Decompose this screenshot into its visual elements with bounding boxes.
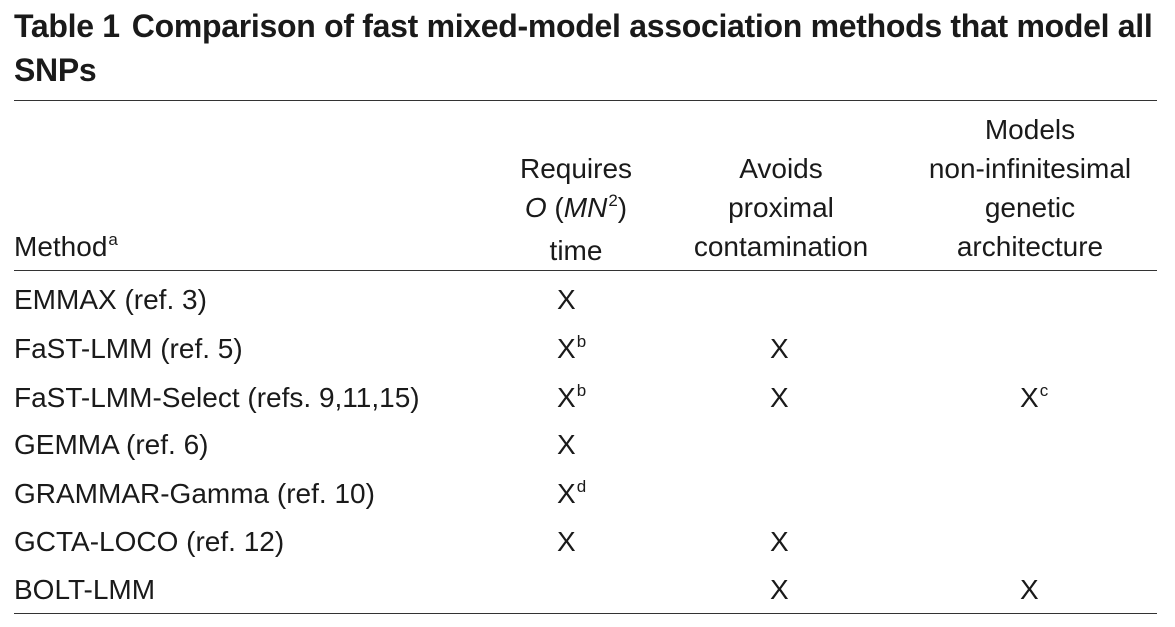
table-row: FaST-LMM (ref. 5) Xb X (0, 329, 1175, 377)
row-method: GCTA-LOCO (ref. 12) (14, 526, 285, 557)
header-models-line4: architecture (956, 231, 1104, 262)
header-requires-exponent: 2 (608, 191, 618, 210)
row-models: Xc (1020, 378, 1048, 422)
bottom-rule (14, 613, 1157, 614)
row-requires (557, 570, 558, 614)
header-models-architecture: Models non-infinitesimal genetic archite… (900, 110, 1160, 266)
header-avoids-line3: contamination (693, 231, 869, 262)
table-label: Table 1 (14, 8, 120, 44)
table-row: EMMAX (ref. 3) X (0, 280, 1175, 328)
header-models-line1: Models (984, 114, 1076, 145)
table-row: GEMMA (ref. 6) X (0, 425, 1175, 473)
header-avoids-line1: Avoids (739, 153, 823, 184)
row-avoids: X (770, 574, 789, 605)
table-row: FaST-LMM-Select (refs. 9,11,15) Xb X Xc (0, 378, 1175, 426)
header-requires-mn: MN (563, 192, 608, 223)
top-rule (14, 100, 1157, 101)
row-requires: Xb (557, 378, 586, 422)
row-method: GEMMA (ref. 6) (14, 429, 209, 460)
header-models-line3: genetic (984, 192, 1076, 223)
header-requires-line2: O (MN2) (490, 188, 662, 231)
row-requires: X (557, 522, 577, 566)
row-models-mark: X (1020, 382, 1039, 413)
header-requires-o: O (524, 192, 547, 223)
header-requires-paren-close: ) (617, 192, 628, 223)
header-method-label: Method (14, 231, 108, 262)
header-requires-line3: time (549, 235, 603, 266)
row-method: FaST-LMM (ref. 5) (14, 333, 243, 364)
header-requires-line1: Requires (519, 153, 633, 184)
row-requires-mark: X (557, 284, 576, 315)
row-models (1020, 474, 1021, 518)
row-requires-footnote: d (576, 477, 587, 496)
row-avoids: X (770, 333, 789, 364)
header-requires-paren-open: ( (546, 192, 564, 223)
row-models-footnote: c (1039, 381, 1049, 400)
row-models: X (1020, 570, 1040, 614)
header-requires-time: Requires O (MN2) time (490, 149, 662, 270)
row-models (1020, 522, 1021, 566)
header-avoids-line2: proximal (728, 192, 834, 223)
row-requires: X (557, 425, 577, 469)
row-requires-mark: X (557, 382, 576, 413)
row-models-mark: X (1020, 574, 1039, 605)
row-requires-mark: X (557, 478, 576, 509)
table-row: GRAMMAR-Gamma (ref. 10) Xd (0, 474, 1175, 522)
row-requires-mark: X (557, 429, 576, 460)
header-avoids-contamination: Avoids proximal contamination (672, 149, 890, 266)
row-models (1020, 425, 1021, 469)
row-method: EMMAX (ref. 3) (14, 284, 207, 315)
table-row: GCTA-LOCO (ref. 12) X X (0, 522, 1175, 570)
header-models-line2: non-infinitesimal (928, 153, 1132, 184)
row-requires-footnote: b (576, 381, 587, 400)
row-requires-mark: X (557, 333, 576, 364)
table-title: Table 1 Comparison of fast mixed-model as… (14, 4, 1164, 92)
header-rule (14, 270, 1157, 271)
row-requires-footnote: b (576, 332, 587, 351)
row-method: BOLT-LMM (14, 574, 156, 605)
row-models (1020, 280, 1021, 324)
row-requires: Xb (557, 329, 586, 373)
row-requires: Xd (557, 474, 586, 518)
row-requires-mark: X (557, 526, 576, 557)
row-method: FaST-LMM-Select (refs. 9,11,15) (14, 382, 420, 413)
row-requires: X (557, 280, 577, 324)
row-method: GRAMMAR-Gamma (ref. 10) (14, 478, 375, 509)
row-avoids: X (770, 382, 789, 413)
table-caption: Comparison of fast mixed-model associati… (14, 8, 1153, 88)
header-method-footnote: a (108, 230, 118, 249)
row-avoids: X (770, 526, 789, 557)
header-method: Methoda (14, 227, 118, 270)
table-row: BOLT-LMM X X (0, 570, 1175, 618)
row-models (1020, 329, 1021, 373)
